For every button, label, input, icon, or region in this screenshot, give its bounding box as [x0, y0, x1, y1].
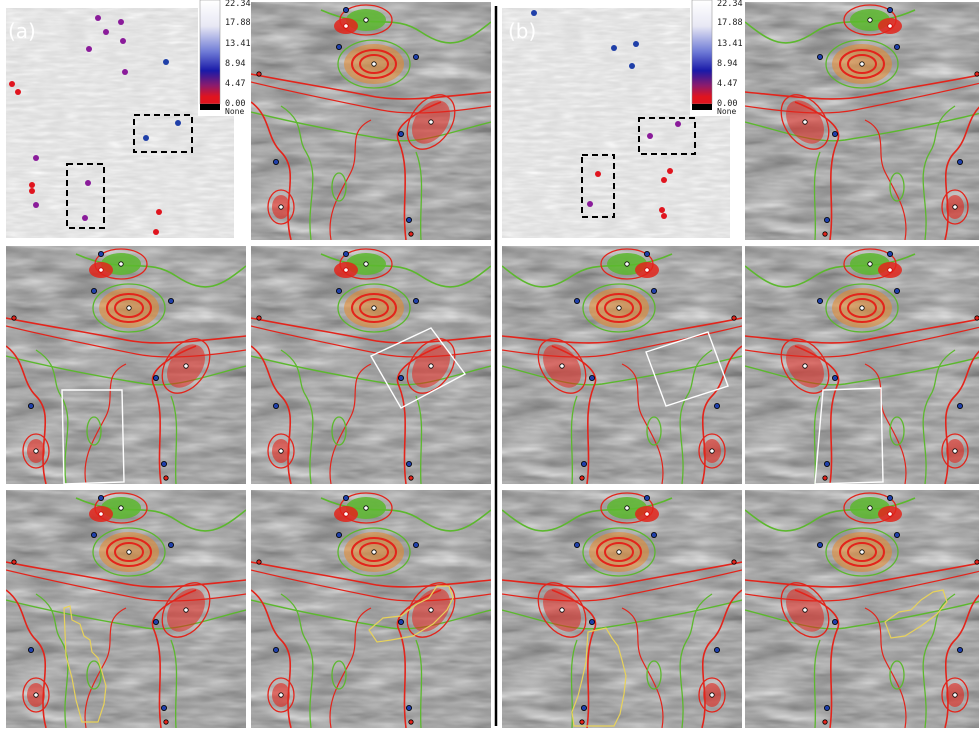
colorbar-tick-label: 4.47: [225, 79, 245, 89]
colorbar-tick-label: 22.34: [717, 0, 743, 9]
group-b-tile-topology-2: [502, 246, 742, 484]
colorbar-tick-label: 0.00: [717, 99, 737, 109]
group-b-critical-point: [647, 133, 653, 139]
region-outline: [814, 387, 884, 484]
group-a-critical-point: [85, 180, 91, 186]
group-b-critical-point: [661, 213, 667, 219]
group-b-tile-topology-3: [745, 246, 979, 484]
region-outline: [368, 585, 454, 643]
colorbar-tick-label: 0.00: [225, 99, 245, 109]
group-a-critical-point: [175, 120, 181, 126]
group-a-critical-point: [15, 89, 21, 95]
group-b-tile-topology-1: [745, 2, 979, 240]
group-b-critical-point: [611, 45, 617, 51]
group-a-critical-point: [33, 202, 39, 208]
group-b-critical-point: [633, 41, 639, 47]
group-a-critical-point: [153, 229, 159, 235]
group-a-critical-point: [82, 215, 88, 221]
colorbar-tick-label: 8.94: [717, 59, 737, 69]
group-b-critical-point: [667, 168, 673, 174]
colorbar-tick-label: 13.41: [717, 39, 743, 49]
region-outline: [370, 327, 467, 409]
colorbar-tick-label: 8.94: [225, 59, 245, 69]
group-a-tile-topology-2: [6, 246, 246, 484]
group-a-critical-point: [120, 38, 126, 44]
group-a-selection-box-1: [133, 114, 193, 153]
group-b-tile-topology-5: [745, 490, 979, 728]
group-a-critical-point: [29, 188, 35, 194]
group-b-selection-box-2: [581, 154, 615, 218]
group-a-tile-topology-5: [251, 490, 491, 728]
group-b-critical-point: [629, 63, 635, 69]
region-outline: [645, 331, 729, 407]
group-a-critical-point: [9, 81, 15, 87]
group-a-critical-point: [33, 155, 39, 161]
group-a-critical-point: [163, 59, 169, 65]
colorbar-tick-label: 22.34: [225, 0, 251, 9]
colorbar-tick-label: 17.88: [717, 18, 743, 28]
group-a-tile-topology-4: [6, 490, 246, 728]
group-b-critical-point: [659, 207, 665, 213]
group-a-critical-point: [86, 46, 92, 52]
colorbar-none-label: None: [225, 107, 244, 116]
colorbar-tick-label: 13.41: [225, 39, 251, 49]
group-a-label: (a): [8, 19, 36, 43]
group-a-tile-topology-1: [251, 2, 491, 240]
group-a-critical-point: [143, 135, 149, 141]
region-outline: [571, 627, 627, 727]
group-a-tile-topology-3: [251, 246, 491, 484]
group-b-critical-point: [531, 10, 537, 16]
group-a-critical-point: [118, 19, 124, 25]
colorbar-none-label: None: [717, 107, 736, 116]
group-b-selection-box-1: [638, 117, 696, 155]
group-a-colorbar: 22.34 17.88 13.41 8.94 4.47 0.00 None: [198, 0, 251, 116]
group-b-critical-point: [595, 171, 601, 177]
region-outline: [63, 605, 107, 723]
group-a-critical-point: [29, 182, 35, 188]
colorbar-tick-label: 4.47: [717, 79, 737, 89]
colorbar-tick-label: 17.88: [225, 18, 251, 28]
group-b-critical-point: [661, 177, 667, 183]
group-a-critical-point: [95, 15, 101, 21]
group-a-critical-point: [156, 209, 162, 215]
group-a-selection-box-2: [66, 163, 105, 229]
group-a-critical-point: [122, 69, 128, 75]
group-b-colorbar: 22.34 17.88 13.41 8.94 4.47 0.00 None: [690, 0, 743, 116]
group-b-critical-point: [587, 201, 593, 207]
group-b-tile-topology-4: [502, 490, 742, 728]
region-outline: [884, 589, 948, 639]
group-b-critical-point: [675, 121, 681, 127]
group-a-critical-point: [103, 29, 109, 35]
group-a-overview-tile: (a): [6, 8, 234, 238]
region-outline: [61, 389, 125, 484]
group-b-label: (b): [508, 19, 536, 43]
